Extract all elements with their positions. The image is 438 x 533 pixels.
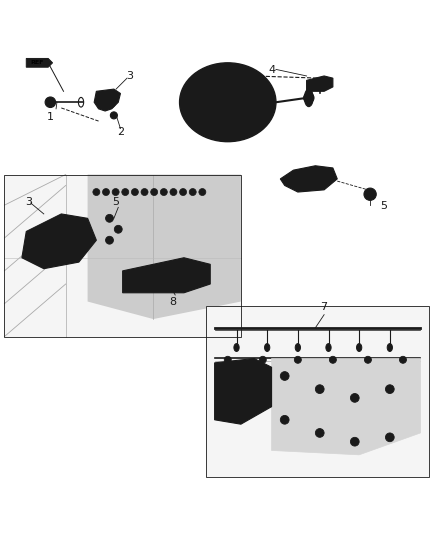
Circle shape xyxy=(104,97,112,105)
Polygon shape xyxy=(94,89,120,111)
Text: 8: 8 xyxy=(318,176,325,186)
Circle shape xyxy=(301,181,307,187)
Polygon shape xyxy=(280,166,337,192)
Circle shape xyxy=(283,418,287,422)
Circle shape xyxy=(221,96,234,109)
Circle shape xyxy=(310,177,316,183)
Circle shape xyxy=(199,189,206,196)
Ellipse shape xyxy=(180,63,276,142)
Circle shape xyxy=(294,356,301,364)
FancyBboxPatch shape xyxy=(4,174,241,336)
Circle shape xyxy=(51,237,63,248)
Ellipse shape xyxy=(304,89,313,107)
Text: 5: 5 xyxy=(380,201,387,211)
Circle shape xyxy=(388,435,392,440)
Circle shape xyxy=(47,233,67,252)
Circle shape xyxy=(112,189,119,196)
Circle shape xyxy=(151,189,158,196)
FancyBboxPatch shape xyxy=(206,306,429,477)
Ellipse shape xyxy=(234,344,239,351)
Circle shape xyxy=(318,387,322,391)
Circle shape xyxy=(180,189,187,196)
Circle shape xyxy=(350,393,359,402)
Circle shape xyxy=(315,429,324,437)
Circle shape xyxy=(224,356,231,364)
Circle shape xyxy=(204,78,252,126)
Text: 5: 5 xyxy=(113,197,120,207)
Text: 6: 6 xyxy=(237,383,244,393)
Ellipse shape xyxy=(326,344,331,351)
Polygon shape xyxy=(22,214,96,269)
Circle shape xyxy=(385,385,394,393)
Circle shape xyxy=(106,214,113,222)
Circle shape xyxy=(329,356,336,364)
Circle shape xyxy=(45,97,56,108)
Circle shape xyxy=(93,189,100,196)
Circle shape xyxy=(385,433,394,442)
Circle shape xyxy=(110,112,117,119)
Circle shape xyxy=(399,356,406,364)
Polygon shape xyxy=(307,76,333,91)
Text: 4: 4 xyxy=(269,65,276,75)
Ellipse shape xyxy=(357,344,362,351)
Circle shape xyxy=(353,440,357,444)
Circle shape xyxy=(364,188,376,200)
Text: 3: 3 xyxy=(25,197,32,207)
Circle shape xyxy=(122,189,129,196)
Text: REF: REF xyxy=(31,60,44,66)
Circle shape xyxy=(141,189,148,196)
Circle shape xyxy=(280,415,289,424)
Circle shape xyxy=(102,189,110,196)
Circle shape xyxy=(212,87,243,118)
Text: 7: 7 xyxy=(320,302,327,312)
Circle shape xyxy=(318,431,322,435)
Circle shape xyxy=(100,93,116,109)
Circle shape xyxy=(106,236,113,244)
Text: 8: 8 xyxy=(170,297,177,308)
Polygon shape xyxy=(26,59,53,67)
Circle shape xyxy=(367,191,373,197)
Circle shape xyxy=(170,189,177,196)
Ellipse shape xyxy=(387,344,392,351)
Polygon shape xyxy=(123,258,210,293)
Polygon shape xyxy=(272,359,420,455)
Polygon shape xyxy=(215,359,272,424)
Circle shape xyxy=(364,356,371,364)
Circle shape xyxy=(280,372,289,381)
Circle shape xyxy=(114,225,122,233)
Circle shape xyxy=(259,356,266,364)
Circle shape xyxy=(388,387,392,391)
Circle shape xyxy=(147,269,169,290)
Circle shape xyxy=(160,189,167,196)
Circle shape xyxy=(189,189,196,196)
Ellipse shape xyxy=(265,344,270,351)
Text: 3: 3 xyxy=(126,71,133,81)
Ellipse shape xyxy=(295,344,300,351)
Text: 1: 1 xyxy=(47,112,54,122)
Circle shape xyxy=(350,437,359,446)
Circle shape xyxy=(131,189,138,196)
Polygon shape xyxy=(88,174,241,319)
Circle shape xyxy=(304,93,314,103)
Text: 2: 2 xyxy=(117,127,124,136)
Circle shape xyxy=(152,273,164,286)
Circle shape xyxy=(301,174,307,181)
Circle shape xyxy=(283,374,287,378)
Circle shape xyxy=(353,395,357,400)
Circle shape xyxy=(315,385,324,393)
